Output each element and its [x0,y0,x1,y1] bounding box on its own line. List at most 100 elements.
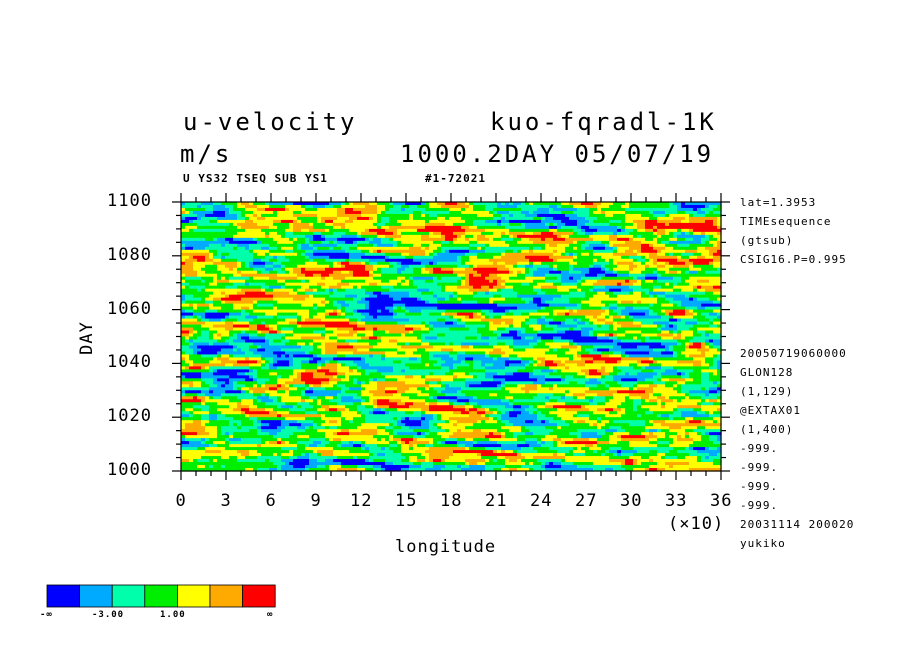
heatmap-cell [661,285,666,290]
heatmap-cell [333,267,338,272]
heatmap-cell [705,258,710,263]
sub-right-label: #1-72021 [425,172,486,185]
heatmap-cell [601,219,606,224]
heatmap-cell [713,222,718,227]
heatmap-cell [289,282,294,287]
heatmap-cell [397,288,402,293]
heatmap-cell [501,240,506,245]
heatmap-cell [661,294,666,299]
heatmap-cell [697,303,702,308]
heatmap-cell [309,252,314,257]
heatmap-cell [321,228,326,233]
heatmap-cell [713,258,718,263]
heatmap-cell [409,291,414,296]
heatmap-cell [665,291,670,296]
heatmap-cell [677,222,682,227]
heatmap-cell [261,294,266,299]
heatmap-cell [537,264,542,269]
heatmap-cell [449,297,454,302]
heatmap-cell [273,234,278,239]
heatmap-cell [213,270,218,275]
heatmap-cell [217,231,222,236]
heatmap-cell [341,297,346,302]
heatmap-cell [321,297,326,302]
heatmap-cell [337,213,342,218]
heatmap-cell [553,246,558,251]
heatmap-cell [209,216,214,221]
heatmap-cell [365,202,370,206]
heatmap-cell [269,270,274,275]
heatmap-cell [485,243,490,248]
heatmap-cell [565,270,570,275]
heatmap-cell [313,261,318,266]
heatmap-cell [329,270,334,275]
heatmap-cell [589,267,594,272]
heatmap-cell [677,231,682,236]
heatmap-cell [369,240,374,245]
heatmap-cell [621,234,626,239]
heatmap-cell [473,285,478,290]
heatmap-cell [377,264,382,269]
heatmap-cell [637,288,642,293]
heatmap-cell [325,282,330,287]
heatmap-cell [197,267,202,272]
heatmap-cell [185,213,190,218]
heatmap-cell [557,291,562,296]
heatmap-cell [461,291,466,296]
heatmap-cell [717,210,722,215]
heatmap-cell [413,297,418,302]
heatmap-cell [493,213,498,218]
heatmap-cell [617,202,622,206]
heatmap-cell [197,252,202,257]
heatmap-cell [681,202,686,206]
heatmap-cell [597,222,602,227]
heatmap-cell [425,303,430,308]
heatmap-cell [281,210,286,215]
heatmap-cell [261,246,266,251]
heatmap-cell [697,285,702,290]
heatmap-cell [429,276,434,281]
heatmap-cell [497,202,502,206]
heatmap-cell [433,213,438,218]
heatmap-cell [573,252,578,257]
heatmap-cell [637,255,642,260]
heatmap-cell [461,231,466,236]
heatmap-cell [421,288,426,293]
heatmap-cell [233,237,238,242]
heatmap-cell [341,252,346,257]
heatmap-cell [485,204,490,209]
heatmap-cell [237,202,242,206]
heatmap-cell [341,222,346,227]
heatmap-cell [277,273,282,278]
heatmap-cell [457,270,462,275]
heatmap-cell [329,294,334,299]
heatmap-cell [485,252,490,257]
heatmap-cell [341,261,346,266]
heatmap-cell [633,210,638,215]
heatmap-cell [545,231,550,236]
heatmap-cell [273,306,278,311]
heatmap-cell [309,291,314,296]
heatmap-cell [565,264,570,269]
heatmap-cell [713,207,718,212]
heatmap-cell [589,249,594,254]
heatmap-cell [505,207,510,212]
heatmap-cell [525,219,530,224]
heatmap-cell [509,222,514,227]
heatmap-cell [341,288,346,293]
heatmap-cell [501,225,506,230]
heatmap-cell [381,255,386,260]
heatmap-cell [541,202,546,206]
heatmap-cell [333,252,338,257]
heatmap-cell [425,234,430,239]
heatmap-cell [317,297,322,302]
heatmap-cell [309,300,314,305]
heatmap-cell [409,210,414,215]
heatmap-cell [401,234,406,239]
heatmap-cell [305,213,310,218]
heatmap-cell [669,210,674,215]
heatmap-cell [461,300,466,305]
heatmap-cell [253,255,258,260]
heatmap-cell [193,264,198,269]
heatmap-cell [541,267,546,272]
